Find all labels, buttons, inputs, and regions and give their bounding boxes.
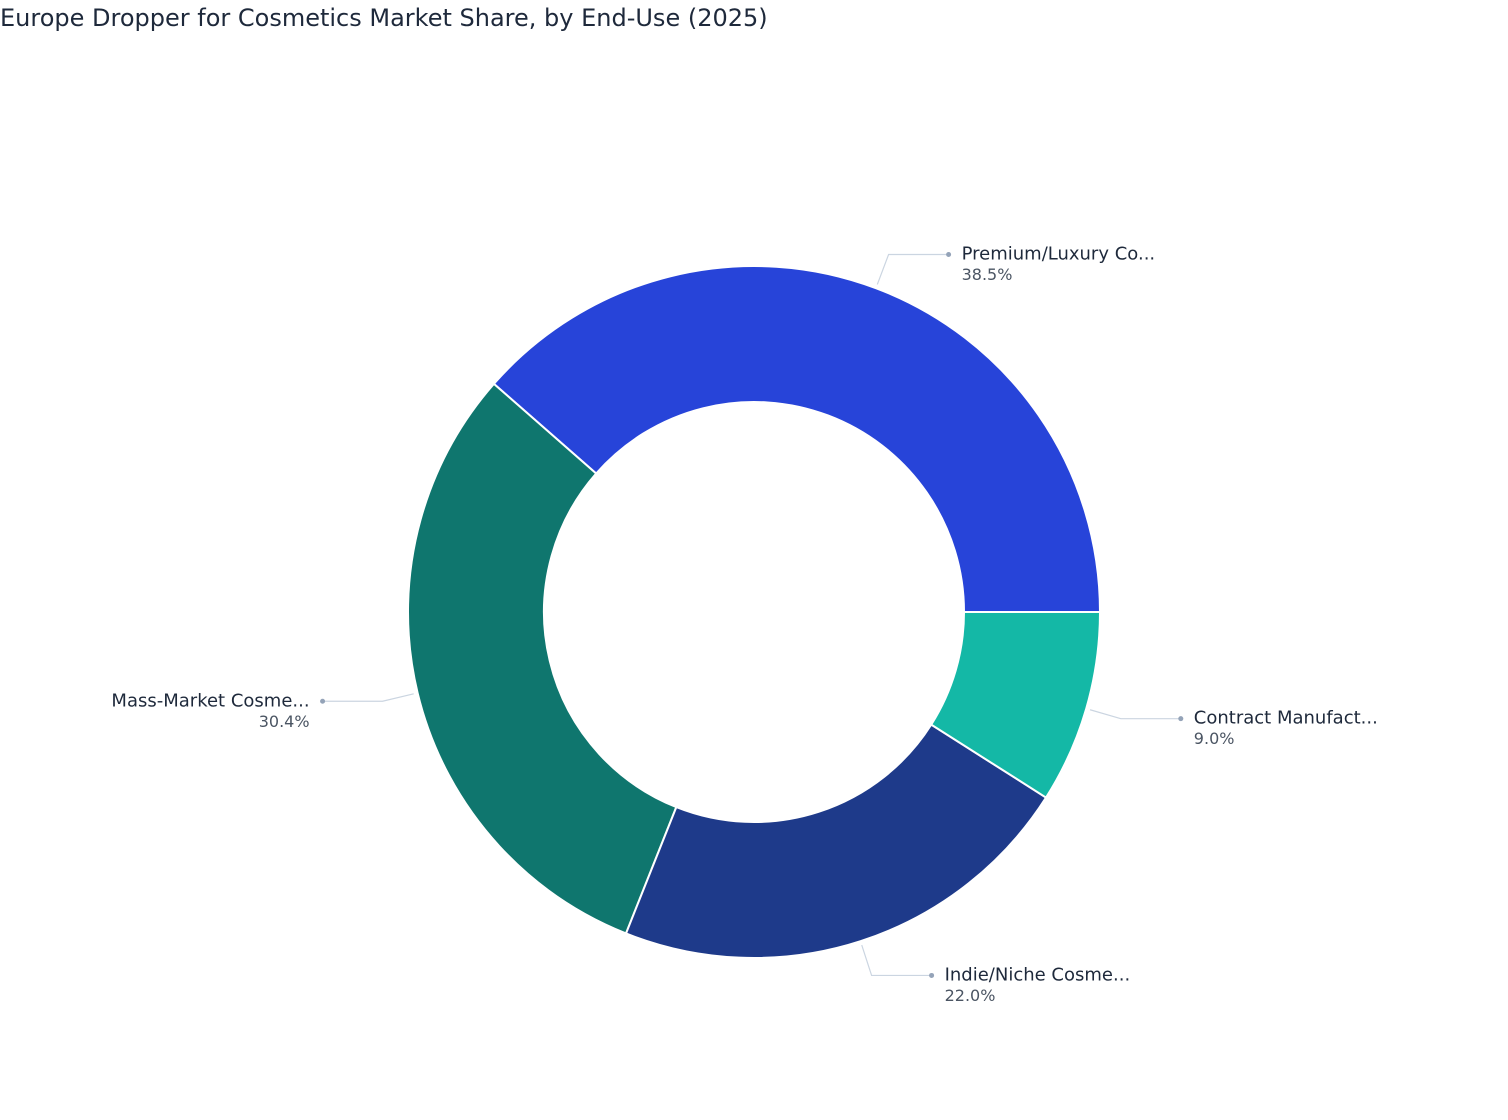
leader-dot — [929, 972, 935, 978]
leader-line — [322, 693, 414, 702]
slice-value: 38.5% — [962, 265, 1013, 284]
slice — [624, 723, 1048, 959]
leader-dot — [1178, 716, 1184, 722]
slice-value: 9.0% — [1194, 729, 1235, 748]
slice — [929, 611, 1102, 799]
slice-label: Indie/Niche Cosme... — [945, 964, 1131, 985]
slice — [492, 265, 1102, 613]
leader-line — [876, 253, 949, 285]
slice-value: 30.4% — [259, 712, 310, 731]
leader-dot — [946, 251, 952, 257]
slice-label: Contract Manufact... — [1194, 708, 1378, 729]
leader-dot — [320, 698, 326, 704]
leader-line — [1089, 709, 1181, 720]
slice-value: 22.0% — [945, 986, 996, 1005]
chart-title: Europe Dropper for Cosmetics Market Shar… — [0, 4, 768, 32]
slice-label: Premium/Luxury Co... — [962, 243, 1156, 264]
slice — [407, 382, 678, 935]
slice-label: Mass-Market Cosme... — [111, 690, 309, 711]
leader-line — [861, 944, 932, 977]
